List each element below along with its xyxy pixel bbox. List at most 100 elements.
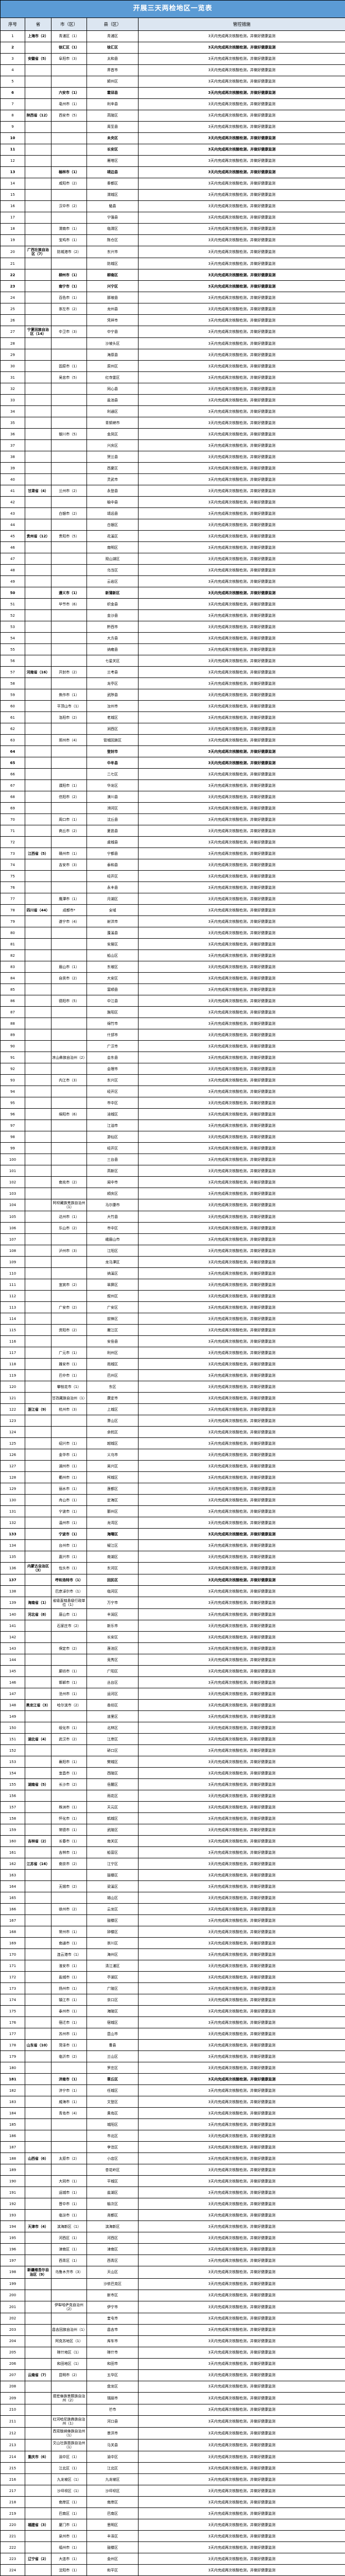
row-measure: 3天内完成两次核酸检测，并做好健康监测 [137, 2324, 345, 2336]
row-measure: 3天内完成两次核酸检测，并做好健康监测 [137, 893, 345, 905]
row-county: 沈丘县 [87, 814, 139, 826]
row-index: 37 [0, 439, 25, 452]
row-county: 未央区 [87, 132, 139, 144]
row-county: 蓬溪县 [87, 927, 139, 939]
row-province [25, 42, 51, 54]
row-province [25, 1790, 51, 1802]
table-row: 183 威海市（1） 文登区 3天内完成两次核酸检测，并做好健康监测 [0, 2096, 345, 2108]
table-row: 116 安岳县 3天内完成两次核酸检测，并做好健康监测 [0, 1335, 345, 1348]
row-city: 自贡市（2） [51, 972, 87, 985]
table-row: 142 长安区 3天内完成两次核酸检测，并做好健康监测 [0, 1631, 345, 1643]
row-city: 南岸区（1） [51, 2496, 87, 2509]
row-city [51, 564, 87, 577]
row-city: 吉林市（1） [51, 1846, 87, 1859]
row-index: 134 [0, 1539, 25, 1552]
table-row: 81 安居区 3天内完成两次核酸检测，并做好健康监测 [0, 938, 345, 951]
row-province [25, 882, 51, 894]
row-city: 衢州市（1） [51, 1471, 87, 1484]
table-row: 217 沙坪坝区（1） 沙坪坝区 3天内完成两次核酸检测，并做好健康监测 [0, 2485, 345, 2497]
row-county: 广安区 [87, 1301, 139, 1314]
row-county: 安岳县 [87, 1335, 139, 1348]
row-index: 194 [0, 2221, 25, 2233]
row-county: 吴兴区 [87, 1460, 139, 1472]
row-index: 44 [0, 519, 25, 531]
row-measure: 3天内完成两次核酸检测，并做好健康监测 [137, 779, 345, 792]
row-province [25, 1914, 51, 1927]
row-province [25, 2438, 51, 2452]
row-measure: 3天内完成两次核酸检测，并做好健康监测 [137, 98, 345, 110]
header-row: 序号 省 市（区） 县（区） 管控措施 [0, 18, 345, 31]
row-city: 西青区（1） [51, 2255, 87, 2267]
row-city: 南宁市（1） [51, 280, 87, 293]
table-row: 179 临沂市（2） 兰山区 3天内完成两次核酸检测，并做好健康监测 [0, 2050, 345, 2063]
row-index: 72 [0, 836, 25, 849]
row-province [25, 178, 51, 190]
table-row: 61 洛阳市（2） 老城区 3天内完成两次核酸检测，并做好健康监测 [0, 711, 345, 724]
row-measure: 3天内完成两次核酸检测，并做好健康监测 [137, 1415, 345, 1427]
row-province [25, 1426, 51, 1438]
row-county: 李沧区 [87, 2141, 139, 2154]
table-row: 204 阿克苏地区（1） 库车市 3天内完成两次核酸检测，并做好健康监测 [0, 2335, 345, 2347]
row-city: 长春市（1） [51, 1835, 87, 1848]
row-measure: 3天内完成两次核酸检测，并做好健康监测 [137, 1437, 345, 1450]
row-city: 西安市（5） [51, 110, 87, 122]
row-index: 58 [0, 677, 25, 690]
row-city [51, 938, 87, 951]
row-city: 宝鸡市（1） [51, 234, 87, 246]
row-index: 84 [0, 972, 25, 985]
row-county: 靖远县 [87, 507, 139, 520]
table-row: 187 李沧区 3天内完成两次核酸检测，并做好健康监测 [0, 2141, 345, 2154]
row-measure: 3天内完成两次核酸检测，并做好健康监测 [137, 655, 345, 667]
table-row: 17 宁强县 3天内完成两次核酸检测，并做好健康监测 [0, 212, 345, 224]
row-province [25, 1086, 51, 1098]
row-measure: 3天内完成两次核酸检测，并做好健康监测 [137, 383, 345, 395]
row-city: 乌鲁木齐市（3） [51, 2266, 87, 2279]
row-county: 东区 [87, 1381, 139, 1393]
table-row: 7 亳州市（1） 利辛县 3天内完成两次核酸检测，并做好健康监测 [0, 98, 345, 110]
row-county: 纳雍县 [87, 643, 139, 656]
row-city: 巴中市（1） [51, 1369, 87, 1382]
table-row: 8 陕西省（12） 西安市（5） 高陵区 3天内完成两次核酸检测，并做好健康监测 [0, 110, 345, 122]
row-index: 167 [0, 1914, 25, 1927]
row-county: 观山湖区 [87, 553, 139, 565]
table-row: 14 咸阳市（2） 秦都区 3天内完成两次核酸检测，并做好健康监测 [0, 178, 345, 190]
row-province [25, 1301, 51, 1314]
row-province [25, 2050, 51, 2063]
row-city: 兰州市（2） [51, 485, 87, 497]
row-measure: 3天内完成两次核酸检测，并做好健康监测 [137, 337, 345, 350]
row-index: 221 [0, 2530, 25, 2543]
table-row: 92 会理市 3天内完成两次核酸检测，并做好健康监测 [0, 1063, 345, 1075]
row-measure: 3天内完成两次核酸检测，并做好健康监测 [137, 791, 345, 803]
row-measure: 3天内完成两次核酸检测，并做好健康监测 [137, 2278, 345, 2290]
row-county: 巴南区 [87, 2507, 139, 2520]
row-county: 中宁县 [87, 326, 139, 338]
row-city: 嘉兴市（1） [51, 1551, 87, 1563]
row-province [25, 1528, 51, 1540]
row-index: 91 [0, 1052, 25, 1064]
row-index: 201 [0, 2300, 25, 2313]
row-province: 吉林省（2） [25, 1835, 51, 1848]
row-index: 214 [0, 2451, 25, 2463]
row-measure: 3天内完成两次核酸检测，并做好健康监测 [137, 1256, 345, 1268]
row-county: 灵武市 [87, 473, 139, 486]
row-county: 大安区 [87, 972, 139, 985]
row-measure: 3天内完成两次核酸检测，并做好健康监测 [137, 1846, 345, 1859]
row-city: 达州市（1） [51, 1211, 87, 1223]
row-index: 170 [0, 1948, 25, 1961]
row-county: 青浦区 [87, 30, 139, 42]
row-measure: 3天内完成两次核酸检测，并做好健康监测 [137, 916, 345, 928]
row-measure: 3天内完成两次核酸检测，并做好健康监测 [137, 836, 345, 849]
row-city [51, 541, 87, 554]
row-measure: 3天内完成两次核酸检测，并做好健康监测 [137, 1528, 345, 1540]
row-measure: 3天内完成两次核酸检测，并做好健康监测 [137, 825, 345, 837]
table-row: 86 德阳市（5） 中江县 3天内完成两次核酸检测，并做好健康监测 [0, 995, 345, 1007]
table-row: 47 观山湖区 3天内完成两次核酸检测，并做好健康监测 [0, 553, 345, 565]
table-row: 132 温州市（1） 龙湾区 3天内完成两次核酸检测，并做好健康监测 [0, 1517, 345, 1529]
row-index: 136 [0, 1562, 25, 1575]
row-province [25, 98, 51, 110]
row-province [25, 2312, 51, 2325]
table-row: 89 什邡市 3天内完成两次核酸检测，并做好健康监测 [0, 1029, 345, 1041]
table-row: 9 周至县 3天内完成两次核酸检测，并做好健康监测 [0, 121, 345, 133]
row-county: 榆次区 [87, 2198, 139, 2210]
row-county: 经开区 [87, 870, 139, 883]
